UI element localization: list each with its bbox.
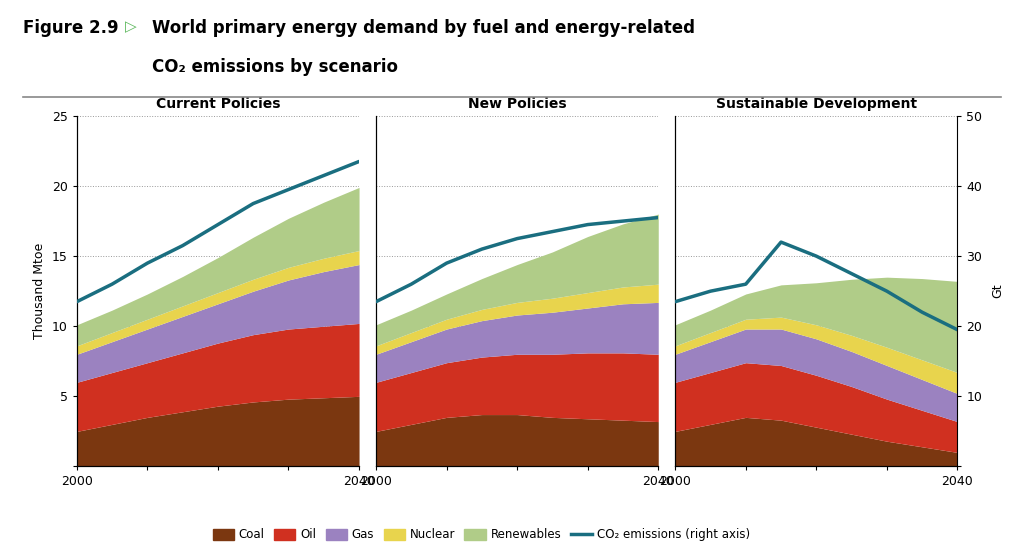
Title: Sustainable Development: Sustainable Development (716, 97, 916, 110)
Title: New Policies: New Policies (468, 97, 566, 110)
Text: ▷: ▷ (125, 19, 136, 34)
Legend: Coal, Oil, Gas, Nuclear, Renewables, CO₂ emissions (right axis): Coal, Oil, Gas, Nuclear, Renewables, CO₂… (208, 524, 755, 546)
Y-axis label: Gt: Gt (991, 284, 1004, 299)
Text: CO₂ emissions by scenario: CO₂ emissions by scenario (152, 58, 397, 76)
Text: World primary energy demand by fuel and energy-related: World primary energy demand by fuel and … (152, 19, 694, 38)
Text: Figure 2.9: Figure 2.9 (23, 19, 118, 38)
Title: Current Policies: Current Policies (156, 97, 281, 110)
Y-axis label: Thousand Mtoe: Thousand Mtoe (34, 243, 46, 339)
